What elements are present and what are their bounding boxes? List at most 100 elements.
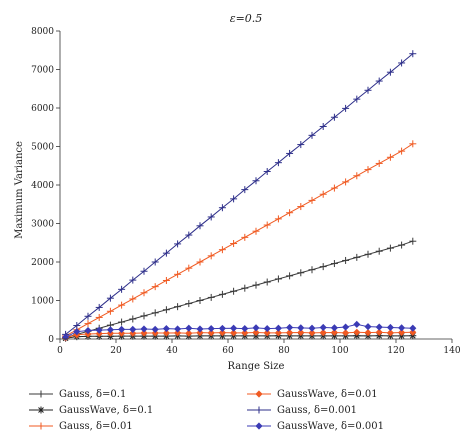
data-point — [364, 86, 372, 94]
y-tick-label: 4000 — [31, 181, 54, 191]
data-point — [162, 249, 170, 257]
x-tick-label: 20 — [110, 346, 122, 356]
data-point — [274, 159, 282, 167]
data-point — [386, 329, 394, 337]
data-point — [140, 329, 148, 337]
data-point — [364, 323, 372, 331]
data-point — [386, 244, 394, 252]
data-point — [398, 328, 406, 337]
data-point — [118, 325, 126, 333]
x-tick-label: 0 — [57, 346, 63, 356]
legend-label: Gauss, δ=0.1 — [59, 388, 127, 400]
data-point — [364, 329, 372, 337]
data-point — [263, 168, 271, 176]
data-point — [140, 267, 148, 275]
data-point — [286, 272, 294, 280]
data-point — [252, 281, 260, 289]
x-tick-label: 140 — [443, 346, 460, 356]
data-point — [409, 328, 417, 336]
data-point — [129, 315, 137, 323]
data-point — [196, 297, 204, 304]
y-tick-label: 2000 — [31, 258, 54, 268]
legend-marker — [255, 422, 263, 430]
legend-swatch — [247, 390, 271, 398]
data-point — [409, 324, 417, 332]
legend-label: GaussWave, δ=0.001 — [277, 420, 384, 432]
data-point — [185, 329, 193, 337]
data-point — [297, 324, 305, 332]
data-point — [207, 325, 215, 333]
data-point — [106, 307, 114, 315]
data-point — [218, 329, 226, 337]
data-point — [375, 323, 383, 331]
series-5 — [62, 50, 417, 338]
x-tick-label: 100 — [331, 346, 348, 356]
data-point — [297, 269, 305, 277]
data-point — [162, 306, 170, 314]
data-point — [342, 329, 350, 337]
y-tick-label: 5000 — [31, 143, 54, 153]
data-point — [319, 263, 327, 271]
data-point — [118, 285, 126, 293]
legend-item: Gauss, δ=0.1 — [28, 386, 126, 402]
data-point — [241, 284, 249, 292]
data-point — [353, 320, 361, 328]
data-point — [207, 293, 215, 301]
series-4 — [62, 328, 417, 342]
data-point — [297, 203, 305, 211]
x-tick-label: 40 — [166, 346, 178, 356]
legend-marker — [37, 406, 45, 414]
data-point — [196, 258, 204, 266]
data-point — [84, 312, 92, 320]
data-point — [95, 303, 103, 311]
data-point — [263, 329, 271, 337]
data-point — [274, 324, 282, 332]
legend-swatch — [29, 406, 53, 414]
data-point — [286, 323, 294, 332]
legend-item: Gauss, δ=0.001 — [246, 402, 357, 418]
data-point — [185, 300, 193, 308]
data-point — [151, 325, 159, 333]
data-point — [230, 195, 238, 203]
series-6 — [62, 320, 417, 341]
legend-marker — [37, 422, 45, 430]
data-point — [241, 233, 249, 241]
legend-swatch — [29, 422, 53, 430]
data-point — [129, 329, 137, 337]
data-point — [342, 323, 350, 331]
data-point — [319, 329, 327, 337]
legend-marker — [255, 406, 263, 414]
data-point — [330, 324, 338, 332]
chart-title: ε=0.5 — [230, 12, 263, 25]
data-point — [196, 325, 204, 333]
axes: 0 20 40 60 80 100 120 140 0 1000 2000 3000 4000 5000 6… — [31, 27, 461, 356]
data-point — [274, 329, 282, 337]
data-point — [263, 325, 271, 333]
data-point — [353, 253, 361, 261]
series-3 — [62, 140, 417, 340]
data-point — [386, 68, 394, 76]
legend-label: GaussWave, δ=0.1 — [59, 404, 154, 416]
data-point — [398, 147, 406, 155]
data-point — [364, 250, 372, 258]
data-point — [174, 240, 182, 248]
data-point — [286, 149, 294, 157]
data-point — [330, 328, 338, 337]
legend-item: GaussWave, δ=0.01 — [246, 386, 378, 402]
data-point — [84, 320, 92, 328]
data-point — [252, 227, 260, 235]
data-point — [286, 329, 294, 337]
data-point — [386, 153, 394, 161]
series-line — [65, 335, 413, 339]
data-point — [409, 237, 417, 245]
data-point — [95, 313, 103, 321]
data-point — [151, 258, 159, 266]
series-line — [65, 240, 413, 338]
data-point — [174, 303, 182, 311]
series-line — [65, 331, 413, 339]
x-tick-label: 120 — [387, 346, 404, 356]
data-point — [308, 329, 316, 337]
legend: Gauss, δ=0.1 GaussWave, δ=0.01 GaussWave, … — [28, 386, 474, 440]
x-axis-label: Range Size — [228, 361, 285, 372]
